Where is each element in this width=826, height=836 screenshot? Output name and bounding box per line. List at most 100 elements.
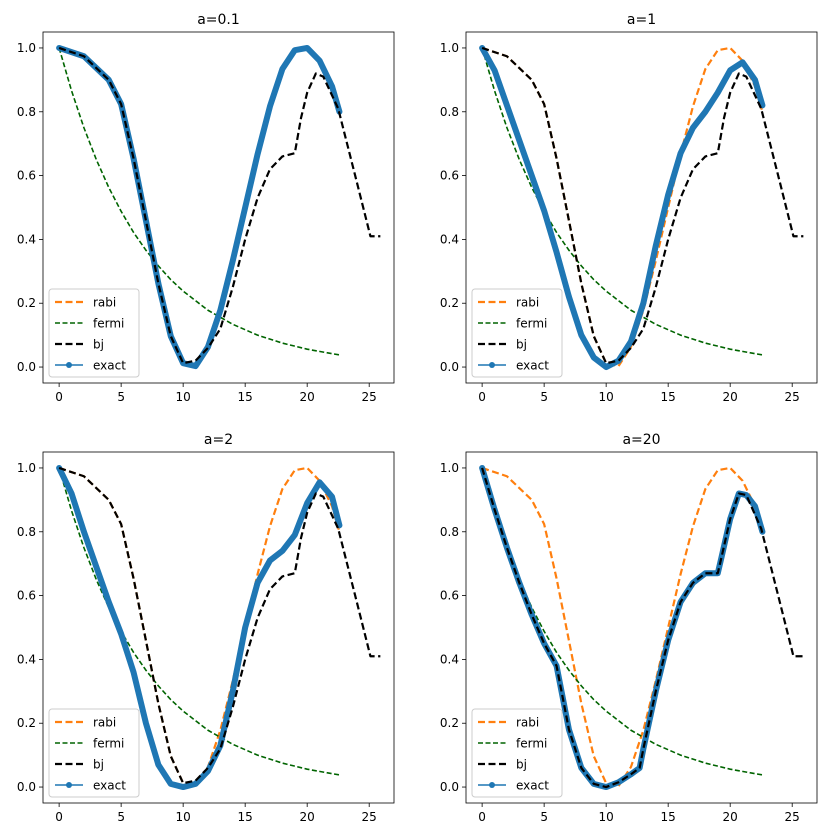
x-tick-label: 20 — [300, 390, 315, 404]
x-tick-label: 20 — [723, 810, 738, 824]
x-tick-label: 25 — [785, 390, 800, 404]
y-tick-label: 0.2 — [17, 716, 36, 730]
x-tick-label: 25 — [362, 390, 377, 404]
legend-box — [471, 288, 563, 378]
x-tick-label: 5 — [117, 810, 125, 824]
chart-title: a=0.1 — [197, 12, 240, 28]
y-tick-label: 0.8 — [440, 105, 459, 119]
y-tick-label: 0.0 — [440, 780, 459, 794]
x-tick-label: 15 — [238, 810, 253, 824]
series-line-bj — [58, 46, 381, 365]
axes-frame — [42, 451, 395, 804]
y-tick-label: 0.6 — [440, 589, 459, 603]
legend: rabi fermi bj exact — [471, 708, 563, 798]
series-line-rabi — [58, 466, 341, 788]
x-tick-label: 15 — [661, 810, 676, 824]
legend-box — [48, 288, 140, 378]
legend-box — [471, 708, 563, 798]
x-tick-label: 15 — [238, 390, 253, 404]
series-line-bj — [58, 466, 381, 785]
y-tick-label: 0.0 — [440, 360, 459, 374]
y-tick-label: 1.0 — [17, 41, 36, 55]
series-line-fermi — [58, 467, 340, 776]
legend-marker — [66, 782, 72, 788]
legend-box — [48, 708, 140, 798]
x-tick-label: 5 — [540, 390, 548, 404]
subplot-4: 0 5 10 15 20 25 0.0 0.2 0.4 0.6 0.8 1.0 a=20 rabi ferm… — [440, 432, 818, 824]
series-line-fermi — [481, 47, 763, 356]
series-line-bj — [481, 46, 804, 365]
legend: rabi fermi bj exact — [471, 288, 563, 378]
legend-label-fermi: fermi — [93, 317, 124, 331]
legend-label-fermi: fermi — [516, 317, 547, 331]
y-tick-label: 0.6 — [17, 589, 36, 603]
series-line-rabi — [481, 466, 764, 788]
axes-frame — [42, 31, 395, 384]
subplot-3: 0 5 10 15 20 25 0.0 0.2 0.4 0.6 0.8 1.0 a=2 rabi fermi… — [17, 432, 395, 824]
x-tick-label: 25 — [785, 810, 800, 824]
y-tick-label: 1.0 — [17, 461, 36, 475]
legend-label-bj: bj — [93, 338, 104, 352]
y-tick-label: 0.4 — [17, 232, 36, 246]
series-line-exact — [56, 44, 343, 370]
x-tick-label: 20 — [723, 390, 738, 404]
legend-label-fermi: fermi — [93, 737, 124, 751]
legend-label-bj: bj — [516, 758, 527, 772]
legend-label-fermi: fermi — [516, 737, 547, 751]
series-line-exact — [56, 464, 343, 791]
y-tick-label: 0.4 — [440, 652, 459, 666]
chart-title: a=1 — [627, 12, 656, 28]
y-tick-label: 0.2 — [17, 296, 36, 310]
y-tick-label: 0.0 — [17, 360, 36, 374]
chart-title: a=2 — [204, 432, 233, 448]
x-tick-label: 0 — [55, 390, 63, 404]
y-tick-label: 0.8 — [440, 525, 459, 539]
y-tick-label: 0.2 — [440, 716, 459, 730]
x-tick-label: 10 — [176, 390, 191, 404]
legend-marker — [489, 362, 495, 368]
series-line-fermi — [58, 47, 340, 356]
y-tick-label: 0.4 — [17, 652, 36, 666]
x-tick-label: 5 — [540, 810, 548, 824]
chart-title: a=20 — [622, 432, 660, 448]
y-tick-label: 0.0 — [17, 780, 36, 794]
x-tick-label: 10 — [599, 810, 614, 824]
legend-label-bj: bj — [93, 758, 104, 772]
subplot-2: 0 5 10 15 20 25 0.0 0.2 0.4 0.6 0.8 1.0 a=1 rabi fermi… — [440, 12, 818, 404]
legend-label-rabi: rabi — [93, 716, 116, 730]
axes-frame — [465, 451, 818, 804]
y-tick-label: 0.6 — [17, 169, 36, 183]
legend-label-exact: exact — [516, 359, 549, 373]
y-tick-label: 0.8 — [17, 525, 36, 539]
legend: rabi fermi bj exact — [48, 288, 140, 378]
x-tick-label: 0 — [478, 810, 486, 824]
x-tick-label: 10 — [599, 390, 614, 404]
legend-label-rabi: rabi — [516, 296, 539, 310]
y-tick-label: 0.4 — [440, 232, 459, 246]
legend-label-rabi: rabi — [93, 296, 116, 310]
subplot-1: 0 5 10 15 20 25 0.0 0.2 0.4 0.6 0.8 1.0 a=0.1 rabi fer… — [17, 12, 395, 404]
legend-label-exact: exact — [93, 779, 126, 793]
legend-label-exact: exact — [93, 359, 126, 373]
legend: rabi fermi bj exact — [48, 708, 140, 798]
x-tick-label: 0 — [55, 810, 63, 824]
y-tick-label: 0.2 — [440, 296, 459, 310]
y-tick-label: 1.0 — [440, 41, 459, 55]
x-tick-label: 0 — [478, 390, 486, 404]
legend-label-exact: exact — [516, 779, 549, 793]
x-tick-label: 10 — [176, 810, 191, 824]
legend-label-bj: bj — [516, 338, 527, 352]
x-tick-label: 5 — [117, 390, 125, 404]
x-tick-label: 20 — [300, 810, 315, 824]
series-line-exact — [479, 44, 766, 371]
axes-frame — [465, 31, 818, 384]
x-tick-label: 25 — [362, 810, 377, 824]
legend-label-rabi: rabi — [516, 716, 539, 730]
series-line-fermi — [481, 467, 763, 776]
legend-marker — [66, 362, 72, 368]
y-tick-label: 1.0 — [440, 461, 459, 475]
y-tick-label: 0.6 — [440, 169, 459, 183]
series-line-bj — [481, 467, 804, 789]
x-tick-label: 15 — [661, 390, 676, 404]
